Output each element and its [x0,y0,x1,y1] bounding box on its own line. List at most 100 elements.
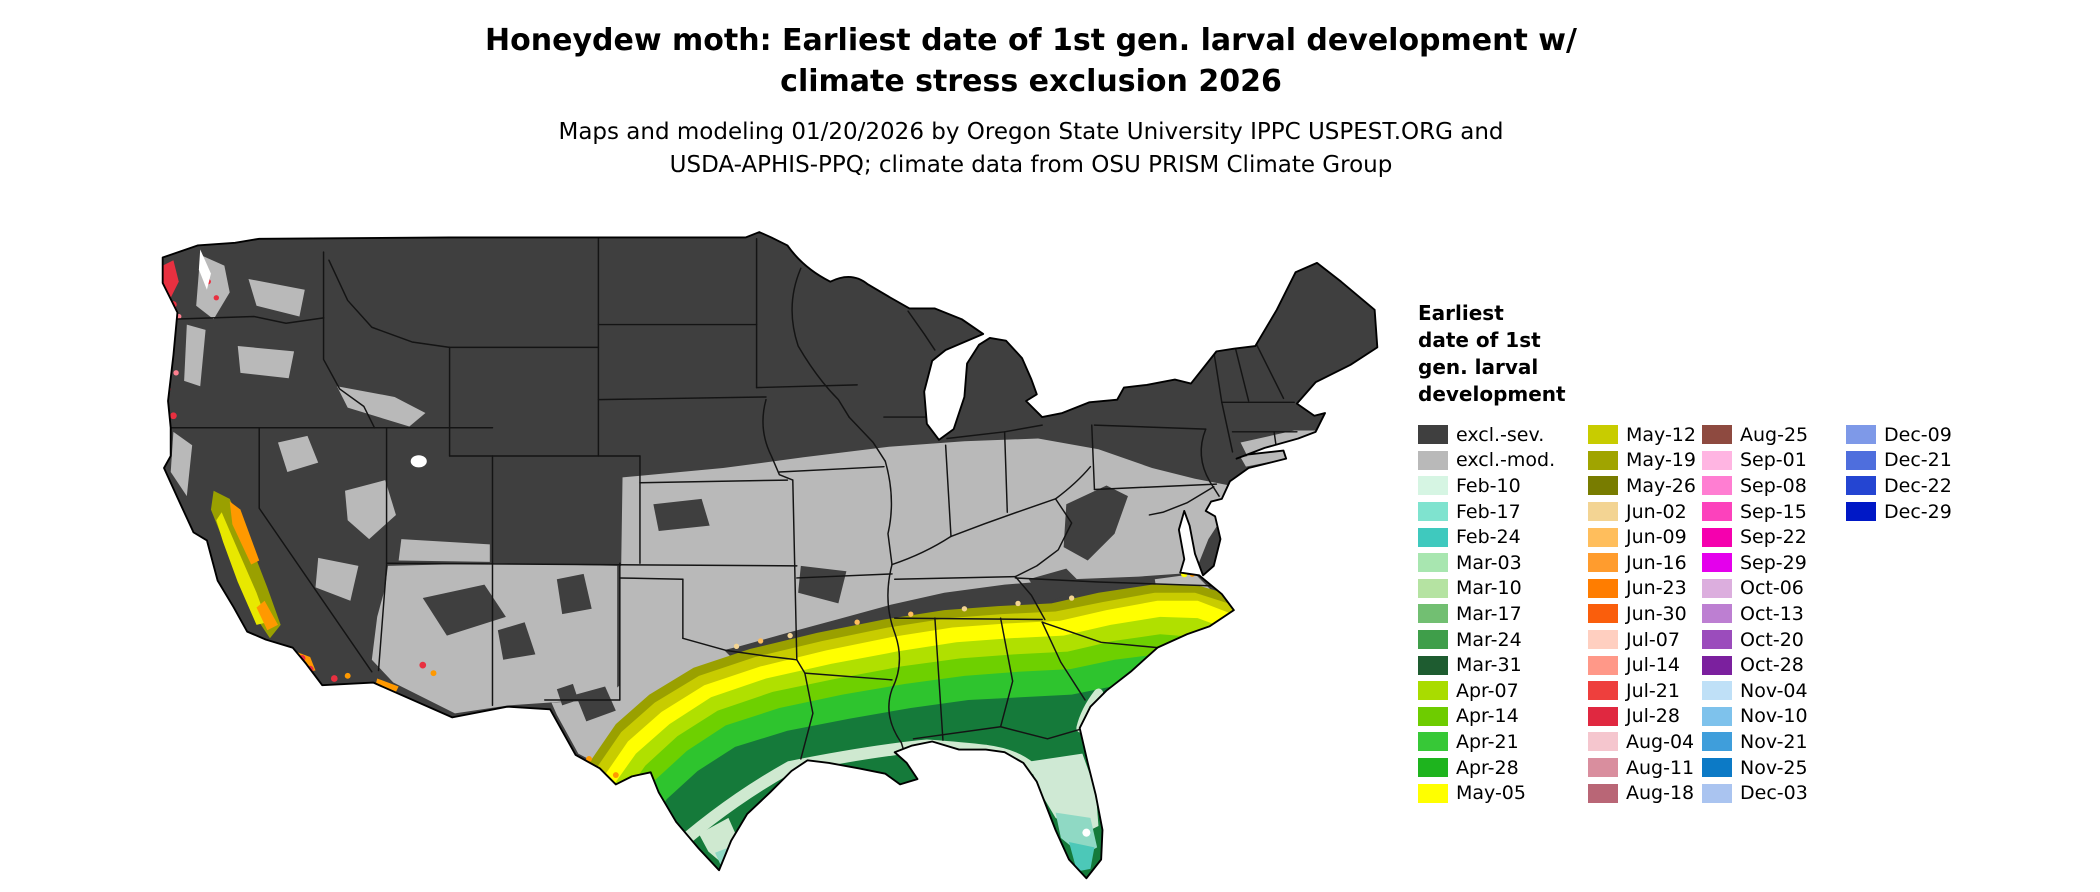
page-subtitle-line-1: Maps and modeling 01/20/2026 by Oregon S… [558,119,1504,145]
legend-entry: Aug-11 [1588,755,1696,781]
legend-label: Aug-25 [1740,423,1809,446]
legend-swatch [1588,553,1618,573]
legend-entry: Oct-28 [1702,652,1808,678]
us-map-svg [161,231,1379,880]
legend-label: May-12 [1626,423,1696,446]
legend-entry: Nov-25 [1702,755,1808,781]
legend-label: Jun-02 [1626,500,1687,523]
legend-label: Sep-22 [1740,526,1807,549]
legend-entry: Jul-07 [1588,627,1696,653]
page-title-line-1: Honeydew moth: Earliest date of 1st gen.… [485,23,1577,58]
legend-label: Jun-16 [1626,551,1687,574]
legend-swatch [1702,502,1732,522]
legend-swatch [1588,502,1618,522]
legend-entry: Jun-16 [1588,550,1696,576]
legend-swatch [1418,630,1448,650]
legend-swatch [1588,732,1618,752]
legend-label: Mar-03 [1456,551,1522,574]
state-borders [165,236,1298,762]
legend-swatch [1702,783,1732,803]
legend-entry: Jun-30 [1588,601,1696,627]
legend-entry: Nov-10 [1702,704,1808,730]
page-title-line-2: climate stress exclusion 2026 [780,64,1282,99]
legend-swatch [1588,476,1618,496]
legend-title-line: gen. larval [1418,355,1539,379]
legend-entry: Feb-24 [1418,524,1555,550]
legend-label: Nov-10 [1740,705,1808,728]
legend-label: Feb-10 [1456,474,1521,497]
legend-swatch [1588,783,1618,803]
legend-label: Sep-01 [1740,449,1807,472]
legend-label: Jul-07 [1626,628,1680,651]
legend-label: Jun-23 [1626,577,1687,600]
legend-entry: Dec-22 [1846,473,1952,499]
us-choropleth-map [160,228,1380,885]
legend-swatch [1846,502,1876,522]
legend-label: Apr-28 [1456,756,1519,779]
legend-swatch [1588,578,1618,598]
legend-swatch [1588,655,1618,675]
legend-swatch [1418,681,1448,701]
excluded-moderate-regions [170,254,1316,780]
legend-label: Apr-14 [1456,705,1519,728]
legend-entry: Sep-29 [1702,550,1808,576]
legend-entry: excl.-sev. [1418,422,1555,448]
legend-label: Mar-24 [1456,628,1522,651]
legend-label: May-26 [1626,474,1696,497]
legend-swatch [1418,783,1448,803]
legend-swatch [1418,476,1448,496]
legend-swatch [1702,706,1732,726]
legend-entry: Mar-03 [1418,550,1555,576]
legend-swatch [1588,758,1618,778]
legend-label: Feb-24 [1456,526,1521,549]
legend-entry: Dec-03 [1702,780,1808,806]
us-outline-stroke [161,231,1379,880]
legend-swatch [1418,604,1448,624]
legend-swatch [1846,425,1876,445]
legend-label: Sep-08 [1740,474,1807,497]
legend-entry: Apr-07 [1418,678,1555,704]
legend-entry: Sep-01 [1702,448,1808,474]
legend-swatch [1846,450,1876,470]
page-subtitle: Maps and modeling 01/20/2026 by Oregon S… [485,116,1577,182]
legend-swatch [1588,630,1618,650]
legend-entry: Feb-17 [1418,499,1555,525]
legend-label: Oct-28 [1740,654,1804,677]
legend-label: Dec-09 [1884,423,1952,446]
legend-column-2: May-12 May-19 May-26 Jun-02 Jun-09 Jun-16 Jun-… [1588,422,1696,806]
legend-entry: Nov-21 [1702,729,1808,755]
legend-label: May-05 [1456,782,1526,805]
legend-swatch [1702,758,1732,778]
inland-water [198,249,211,290]
legend-label: Dec-22 [1884,474,1952,497]
legend-label: Dec-03 [1740,782,1808,805]
legend-swatch [1418,578,1448,598]
legend-label: Nov-04 [1740,679,1808,702]
legend-entry: Nov-04 [1702,678,1808,704]
legend-label: Mar-31 [1456,654,1522,677]
legend-label: Dec-29 [1884,500,1952,523]
legend-entry: Apr-21 [1418,729,1555,755]
legend-label: Mar-10 [1456,577,1522,600]
legend-entry: Mar-31 [1418,652,1555,678]
legend-entry: Apr-28 [1418,755,1555,781]
legend-label: Jul-28 [1626,705,1680,728]
legend-label: excl.-mod. [1456,449,1556,472]
legend-entry: Aug-18 [1588,780,1696,806]
legend-swatch [1418,706,1448,726]
legend-swatch [1702,578,1732,598]
legend: Earliest date of 1st gen. larval develop… [1418,300,1952,804]
legend-swatch [1702,553,1732,573]
legend-swatch [1588,681,1618,701]
legend-entry: excl.-mod. [1418,448,1555,474]
legend-entry: Jul-28 [1588,704,1696,730]
legend-swatch [1418,553,1448,573]
legend-label: Nov-21 [1740,730,1808,753]
legend-swatch [1702,681,1732,701]
legend-title-line: development [1418,382,1566,406]
legend-swatch [1702,630,1732,650]
legend-label: Sep-29 [1740,551,1807,574]
legend-entry: Apr-14 [1418,704,1555,730]
legend-swatch [1702,425,1732,445]
legend-title-line: Earliest [1418,301,1504,325]
